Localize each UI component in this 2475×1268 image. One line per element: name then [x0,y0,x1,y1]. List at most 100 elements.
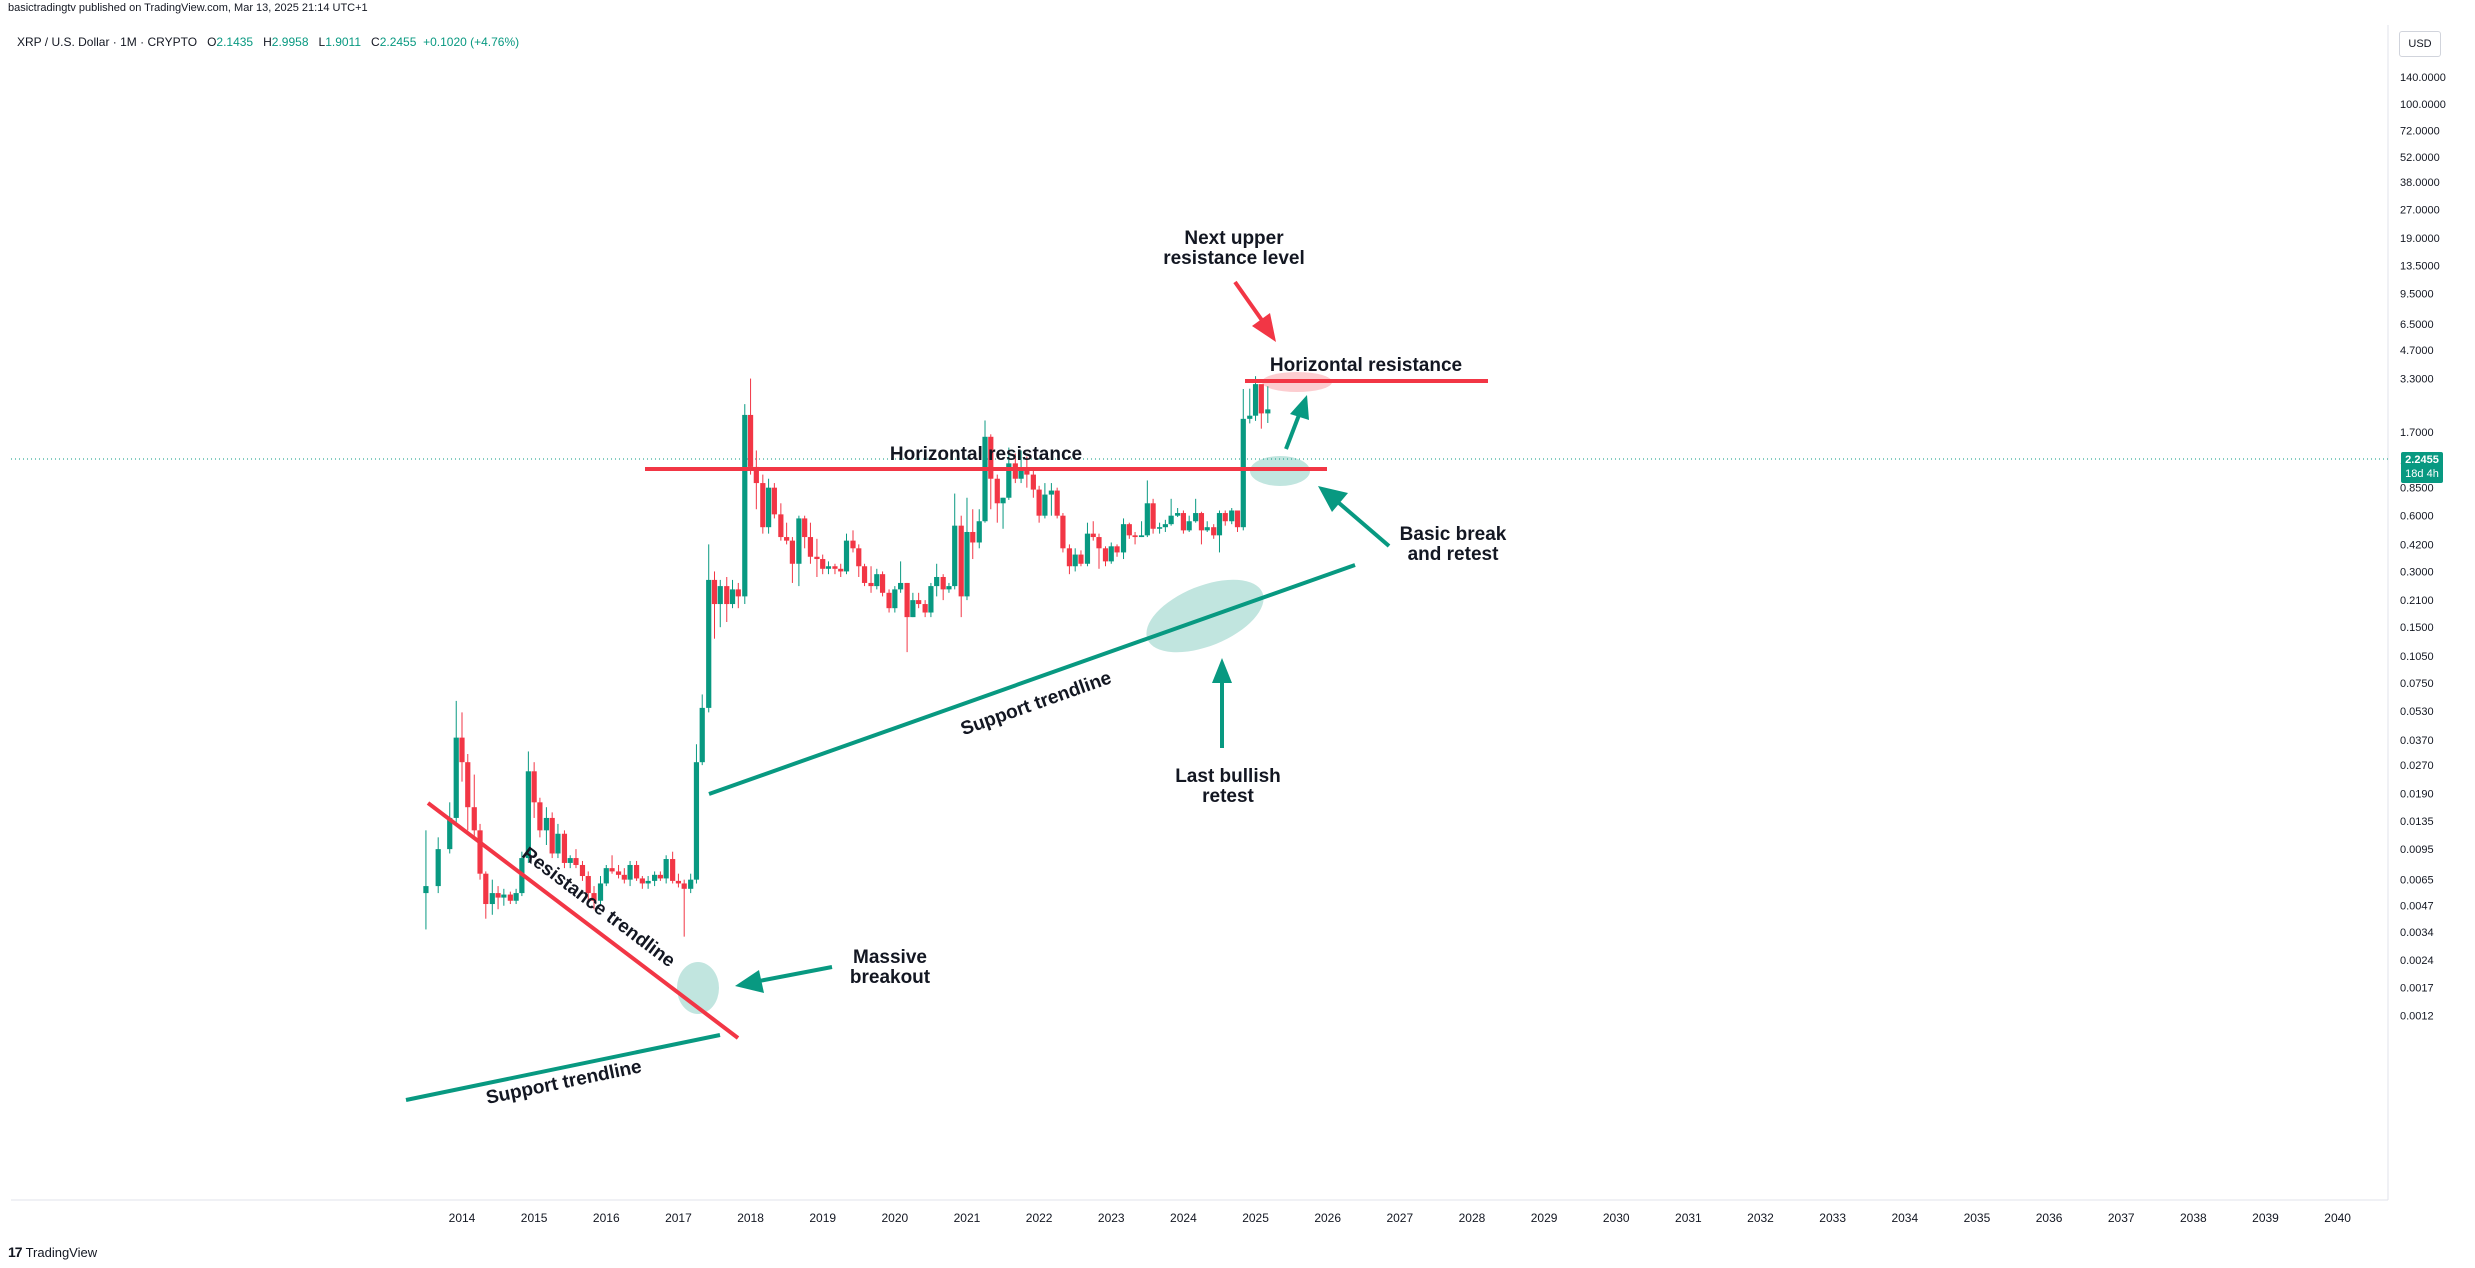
candle[interactable] [1060,513,1066,553]
candle[interactable] [1048,483,1054,516]
candle[interactable] [742,404,748,605]
candle[interactable] [765,478,772,534]
candle[interactable] [423,830,429,930]
candle[interactable] [567,855,573,869]
candle[interactable] [591,886,597,910]
candle[interactable] [1054,487,1060,519]
candle[interactable] [711,571,718,639]
candle[interactable] [525,751,531,863]
candle[interactable] [537,797,543,838]
candle[interactable] [934,563,940,597]
candle[interactable] [699,694,705,766]
candle[interactable] [1265,386,1271,423]
candle[interactable] [952,493,958,590]
candle[interactable] [982,420,988,523]
candle[interactable] [814,538,820,577]
candle[interactable] [802,515,808,549]
candle[interactable] [874,568,880,590]
candle[interactable] [1186,515,1192,532]
candle[interactable] [856,544,862,577]
candle[interactable] [652,871,658,887]
candle[interactable] [543,807,550,845]
candle[interactable] [1144,480,1150,538]
candle[interactable] [1229,508,1235,525]
candle[interactable] [1252,376,1259,421]
candle[interactable] [784,522,790,545]
candle[interactable] [435,837,441,894]
candle[interactable] [1024,456,1030,488]
candle[interactable] [1084,522,1091,567]
candle[interactable] [459,712,465,782]
candle[interactable] [1006,447,1012,500]
candle[interactable] [531,762,537,818]
candle[interactable] [1258,384,1264,429]
candle[interactable] [1168,498,1174,526]
candle[interactable] [904,582,910,653]
candle[interactable] [778,503,784,541]
candle[interactable] [886,589,892,613]
time-axis[interactable]: 2014 2015 2016 2017 2018 2019 2020 2021 2022 2023… [449,1211,2352,1225]
candle[interactable] [1036,485,1042,523]
candle[interactable] [633,860,640,881]
candle[interactable] [976,509,982,549]
candle[interactable] [675,873,682,888]
candle[interactable] [603,864,609,887]
candle[interactable] [1120,518,1127,560]
candle[interactable] [1000,497,1006,529]
candle[interactable] [1180,510,1186,534]
candle[interactable] [753,450,759,510]
candle[interactable] [447,802,453,854]
candle[interactable] [483,871,489,919]
candle[interactable] [898,561,904,593]
candle[interactable] [693,744,700,884]
candle[interactable] [807,522,814,564]
candle[interactable] [507,891,513,905]
candle[interactable] [501,888,507,906]
candle[interactable] [1138,521,1145,538]
candle[interactable] [561,830,568,869]
candle[interactable] [471,774,477,838]
tradingview-footer[interactable]: 17 TradingView [8,1244,97,1260]
candle[interactable] [735,582,741,609]
candle[interactable] [513,888,519,905]
candle[interactable] [1198,511,1205,545]
candle[interactable] [477,823,483,880]
candles[interactable] [423,376,1271,937]
candle[interactable] [1222,510,1228,526]
candle[interactable] [1090,521,1096,541]
candle[interactable] [922,600,928,618]
candle[interactable] [681,879,687,937]
candle[interactable] [820,554,826,575]
candle[interactable] [549,812,555,859]
candle[interactable] [717,579,723,628]
candle[interactable] [1150,498,1156,534]
candle[interactable] [1114,544,1120,557]
candle[interactable] [843,533,850,575]
price-axis[interactable]: 140.0000 100.0000 72.0000 52.0000 38.0000 27.… [2400,72,2446,1022]
candle[interactable] [796,515,802,587]
candle[interactable] [573,849,579,869]
candle[interactable] [1078,550,1084,567]
candle[interactable] [639,876,645,889]
candle[interactable] [958,515,964,618]
candle[interactable] [627,860,633,887]
candle[interactable] [928,582,934,618]
currency-button[interactable]: USD [2399,31,2441,57]
candle[interactable] [1247,388,1253,424]
candle[interactable] [1102,546,1109,567]
candle[interactable] [1240,388,1246,531]
candle[interactable] [1072,548,1078,572]
candle[interactable] [1066,544,1073,575]
candle[interactable] [585,871,591,901]
candle[interactable] [994,474,1000,523]
candle[interactable] [495,886,501,910]
candle[interactable] [964,497,970,601]
candle[interactable] [465,753,471,831]
candle[interactable] [850,530,856,553]
candle[interactable] [988,434,994,510]
candle[interactable] [1175,508,1181,518]
candle[interactable] [789,537,796,583]
candle[interactable] [1216,510,1223,553]
candle[interactable] [555,823,561,859]
